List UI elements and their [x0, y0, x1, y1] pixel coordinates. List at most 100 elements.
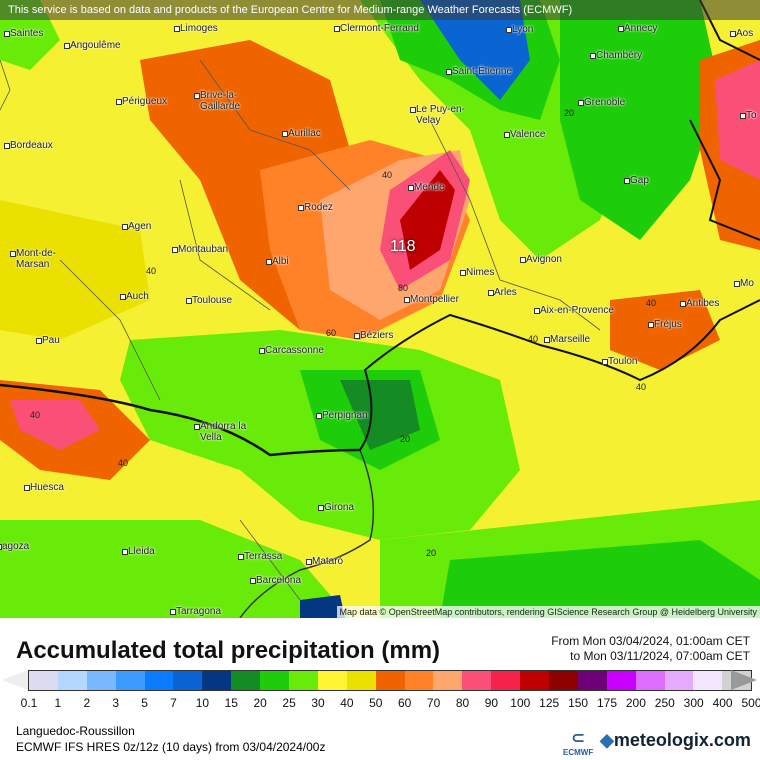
contour-label: 80: [398, 283, 409, 293]
color-swatch: [57, 671, 87, 690]
contour-label: 40: [528, 334, 539, 344]
precipitation-field: [0, 0, 760, 618]
region-name: Languedoc-Roussillon: [16, 724, 135, 738]
color-swatch: [29, 671, 58, 690]
ecmwf-notice-banner: This service is based on data and produc…: [0, 0, 760, 20]
contour-label: 20: [400, 434, 411, 444]
city-label: Le Puy-en-Velay: [410, 104, 465, 126]
tick-label: 125: [539, 696, 560, 710]
tick-label: 250: [654, 696, 675, 710]
color-scale-bar: [28, 670, 753, 691]
city-label: Terrassa: [237, 551, 283, 562]
ecmwf-symbol-icon: ⊂: [571, 730, 585, 747]
color-swatch: [231, 671, 261, 690]
tick-label: 1: [54, 696, 62, 710]
tick-label: 7: [170, 696, 177, 710]
tick-label: 20: [253, 696, 267, 710]
tick-label: 175: [596, 696, 618, 710]
city-label: Arles: [488, 287, 517, 298]
city-label: Albi: [266, 256, 289, 267]
tick-label: 80: [455, 696, 470, 710]
precipitation-map[interactable]: This service is based on data and produc…: [0, 0, 760, 618]
tick-label: 5: [141, 696, 148, 710]
tick-label: 60: [398, 696, 412, 710]
color-swatch: [664, 671, 694, 690]
tick-label: 300: [683, 696, 704, 710]
city-label: Gap: [624, 175, 649, 186]
city-label: Barcelona: [249, 575, 302, 586]
valid-period: From Mon 03/04/2024, 01:00am CET to Mon …: [551, 634, 750, 664]
tick-label: 150: [568, 696, 589, 710]
city-label: Bordeaux: [4, 140, 53, 151]
city-label: Aos: [729, 28, 754, 39]
city-label: Marseille: [543, 334, 591, 345]
tick-label: 500: [741, 696, 760, 710]
tick-label: 40: [340, 696, 354, 710]
contour-label: 20: [564, 108, 575, 118]
city-label: Aurillac: [282, 128, 321, 139]
color-swatch: [520, 671, 550, 690]
contour-label: 40: [636, 382, 647, 392]
tick-label: 25: [282, 696, 296, 710]
contour-label: 40: [146, 266, 157, 276]
city-label: To: [740, 110, 757, 121]
city-label: Antibes: [679, 298, 720, 309]
city-label: Carcassonne: [259, 345, 324, 356]
tick-label: 50: [369, 696, 383, 710]
city-label: Mataró: [305, 556, 344, 567]
color-swatch: [317, 671, 347, 690]
tick-label: 100: [510, 696, 531, 710]
city-label: Montpellier: [404, 294, 459, 305]
city-label: Brive-la-Gaillarde: [194, 90, 260, 112]
tick-label: 70: [426, 696, 441, 710]
city-label: Saint-Étienne: [445, 66, 513, 77]
legend-arrow-low: [2, 670, 28, 690]
contour-label: 40: [30, 410, 41, 420]
city-label: Rodez: [298, 202, 333, 213]
city-label: Limoges: [174, 23, 218, 34]
city-label: Andorra la Vella: [194, 421, 250, 443]
color-swatch: [202, 671, 232, 690]
city-label: Béziers: [353, 330, 394, 341]
map-attribution[interactable]: Map data © OpenStreetMap contributors, r…: [336, 606, 760, 618]
color-swatch: [144, 671, 174, 690]
city-label: Mende: [408, 182, 445, 193]
city-label: Lleida: [122, 546, 155, 557]
color-swatch: [375, 671, 405, 690]
color-swatch: [491, 671, 521, 690]
color-swatch: [86, 671, 116, 690]
tick-label: 15: [224, 696, 238, 710]
city-label: Nimes: [459, 267, 495, 278]
city-label: Agen: [121, 221, 152, 232]
max-value-label: 118: [390, 238, 416, 255]
period-from: From Mon 03/04/2024, 01:00am CET: [551, 634, 750, 648]
city-label: Perpignan: [316, 410, 368, 421]
color-swatch: [606, 671, 636, 690]
color-swatch: [173, 671, 203, 690]
tick-label: 90: [484, 696, 499, 710]
color-swatch: [289, 671, 318, 690]
contour-label: 40: [382, 170, 393, 180]
city-label: Avignon: [520, 254, 562, 265]
tick-label: 400: [712, 696, 733, 710]
color-swatch: [693, 671, 723, 690]
color-swatch: [260, 671, 290, 690]
legend-arrow-high: [731, 670, 757, 690]
tick-label: 10: [195, 696, 210, 710]
city-label: Périgueux: [115, 96, 168, 107]
legend-title: Accumulated total precipitation (mm): [16, 637, 441, 664]
tick-label: 30: [311, 696, 325, 710]
meteologix-text: meteologix.com: [613, 730, 751, 750]
city-label: Tarragona: [169, 606, 222, 617]
city-label: Grenoble: [577, 97, 626, 108]
color-swatch: [433, 671, 463, 690]
color-swatch: [577, 671, 607, 690]
city-label: Saintes: [3, 28, 44, 39]
city-label: Valence: [503, 129, 546, 140]
tick-label: 3: [112, 696, 120, 710]
city-label: Pau: [36, 335, 60, 346]
tick-label: 0.1: [20, 696, 38, 710]
meteologix-logo[interactable]: ◆meteologix.com: [600, 730, 751, 751]
city-label: Aix-en-Provence: [534, 305, 614, 316]
color-swatch: [115, 671, 145, 690]
